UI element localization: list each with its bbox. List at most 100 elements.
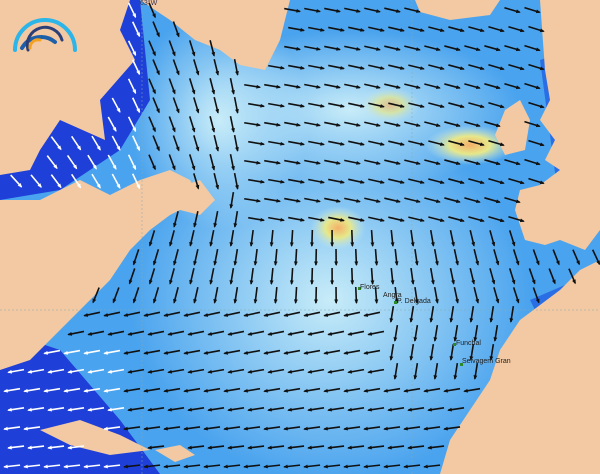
- wave-arrow-head: [296, 8, 301, 13]
- wave-arrow-head: [367, 407, 372, 412]
- wave-arrow-head: [195, 184, 200, 190]
- wave-arrow-head: [396, 85, 401, 89]
- wave-arrow-head: [489, 356, 494, 361]
- wave-arrow-head: [143, 388, 148, 393]
- wave-arrow-head: [269, 242, 274, 247]
- land-europe: [515, 0, 600, 250]
- wave-arrow-head: [449, 318, 454, 323]
- wave-arrow-head: [167, 332, 173, 336]
- wave-arrow-head: [495, 298, 500, 304]
- wave-arrow-head: [459, 180, 465, 185]
- wave-arrow-head: [247, 332, 253, 336]
- wave-arrow-head: [459, 142, 465, 147]
- swell-peak: [310, 206, 366, 250]
- wave-arrow-head: [283, 388, 288, 393]
- wave-arrow-head: [380, 66, 385, 70]
- wave-arrow-head: [471, 241, 476, 247]
- wave-arrow-head: [63, 350, 69, 355]
- wave-arrow-head: [515, 85, 521, 90]
- place-marker: [460, 363, 463, 366]
- wave-arrow-head: [539, 28, 545, 33]
- wave-arrow-head: [403, 426, 408, 431]
- wave-arrow-head: [443, 388, 448, 393]
- wave-arrow-head: [83, 350, 89, 355]
- wave-arrow-head: [43, 350, 49, 355]
- wave-arrow-head: [356, 47, 361, 51]
- wave-arrow-head: [499, 66, 505, 71]
- wave-arrow-head: [383, 426, 388, 431]
- wave-arrow-head: [409, 318, 414, 323]
- logo-icon: [13, 18, 77, 52]
- wave-arrow-head: [336, 199, 341, 203]
- wave-arrow-head: [469, 356, 474, 361]
- wave-arrow-head: [455, 161, 461, 166]
- wave-arrow-head: [535, 298, 540, 304]
- wave-arrow-head: [493, 337, 498, 342]
- wave-arrow-head: [310, 280, 314, 285]
- wave-arrow-head: [247, 407, 252, 412]
- wave-arrow-head: [340, 142, 345, 146]
- wave-arrow-head: [152, 89, 156, 95]
- wave-arrow-head: [296, 84, 301, 89]
- wave-arrow-head: [273, 299, 278, 304]
- wave-arrow-head: [435, 199, 441, 203]
- wave-arrow-head: [231, 128, 235, 133]
- wave-arrow-head: [473, 375, 478, 380]
- wave-arrow-head: [83, 464, 88, 469]
- wave-arrow-head: [163, 313, 169, 317]
- wave-arrow-head: [360, 104, 365, 108]
- wave-arrow-head: [435, 123, 441, 127]
- wave-arrow-head: [323, 350, 329, 355]
- wave-arrow-head: [276, 122, 281, 127]
- wave-arrow-head: [435, 47, 441, 51]
- wave-arrow-head: [231, 166, 235, 171]
- wave-arrow-head: [479, 142, 485, 147]
- wave-arrow-head: [400, 104, 405, 108]
- wave-arrow-head: [320, 179, 325, 184]
- wave-arrow-head: [263, 388, 268, 393]
- wave-arrow-head: [455, 123, 461, 128]
- wave-arrow-head: [263, 426, 268, 431]
- wave-arrow-head: [323, 388, 328, 393]
- wave-arrow-head: [243, 313, 249, 317]
- wave-arrow-head: [439, 104, 445, 108]
- wave-arrow-head: [451, 280, 455, 285]
- wave-arrow-head: [280, 179, 285, 184]
- wave-arrow-head: [211, 89, 216, 95]
- wave-arrow-head: [175, 146, 180, 152]
- wave-arrow-head: [323, 464, 328, 469]
- wave-arrow-head: [416, 123, 421, 127]
- wave-arrow-head: [207, 445, 212, 450]
- wave-arrow-head: [340, 66, 345, 70]
- wave-arrow-head: [147, 369, 153, 374]
- wave-arrow-head: [300, 141, 305, 146]
- wave-arrow-head: [300, 65, 305, 70]
- wave-arrow-head: [400, 66, 405, 70]
- wave-arrow-head: [152, 165, 156, 171]
- wave-arrow-head: [433, 337, 438, 342]
- wave-arrow-head: [147, 332, 153, 336]
- wave-arrow-head: [459, 104, 465, 109]
- wave-arrow-head: [515, 260, 520, 266]
- wave-arrow-head: [243, 426, 248, 431]
- wave-arrow-head: [307, 445, 312, 450]
- wave-arrow-head: [191, 127, 196, 133]
- wave-arrow-head: [334, 299, 339, 304]
- wave-arrow-head: [123, 464, 128, 469]
- wave-arrow-head: [47, 369, 53, 374]
- wave-arrow-head: [347, 407, 352, 412]
- wave-arrow-head: [203, 426, 208, 431]
- wave-arrow-head: [287, 445, 292, 450]
- wave-arrow-head: [123, 350, 129, 355]
- wave-arrow-head: [316, 46, 321, 51]
- wave-arrow-head: [156, 70, 160, 76]
- wave-arrow-head: [23, 464, 28, 469]
- wave-arrow-head: [293, 299, 298, 304]
- wave-arrow-head: [475, 47, 481, 52]
- wave-arrow-head: [314, 299, 318, 304]
- place-label: P. Delgada: [397, 298, 431, 305]
- wave-arrow-head: [551, 279, 556, 285]
- wave-arrow-head: [147, 407, 152, 412]
- wave-arrow-head: [433, 375, 438, 380]
